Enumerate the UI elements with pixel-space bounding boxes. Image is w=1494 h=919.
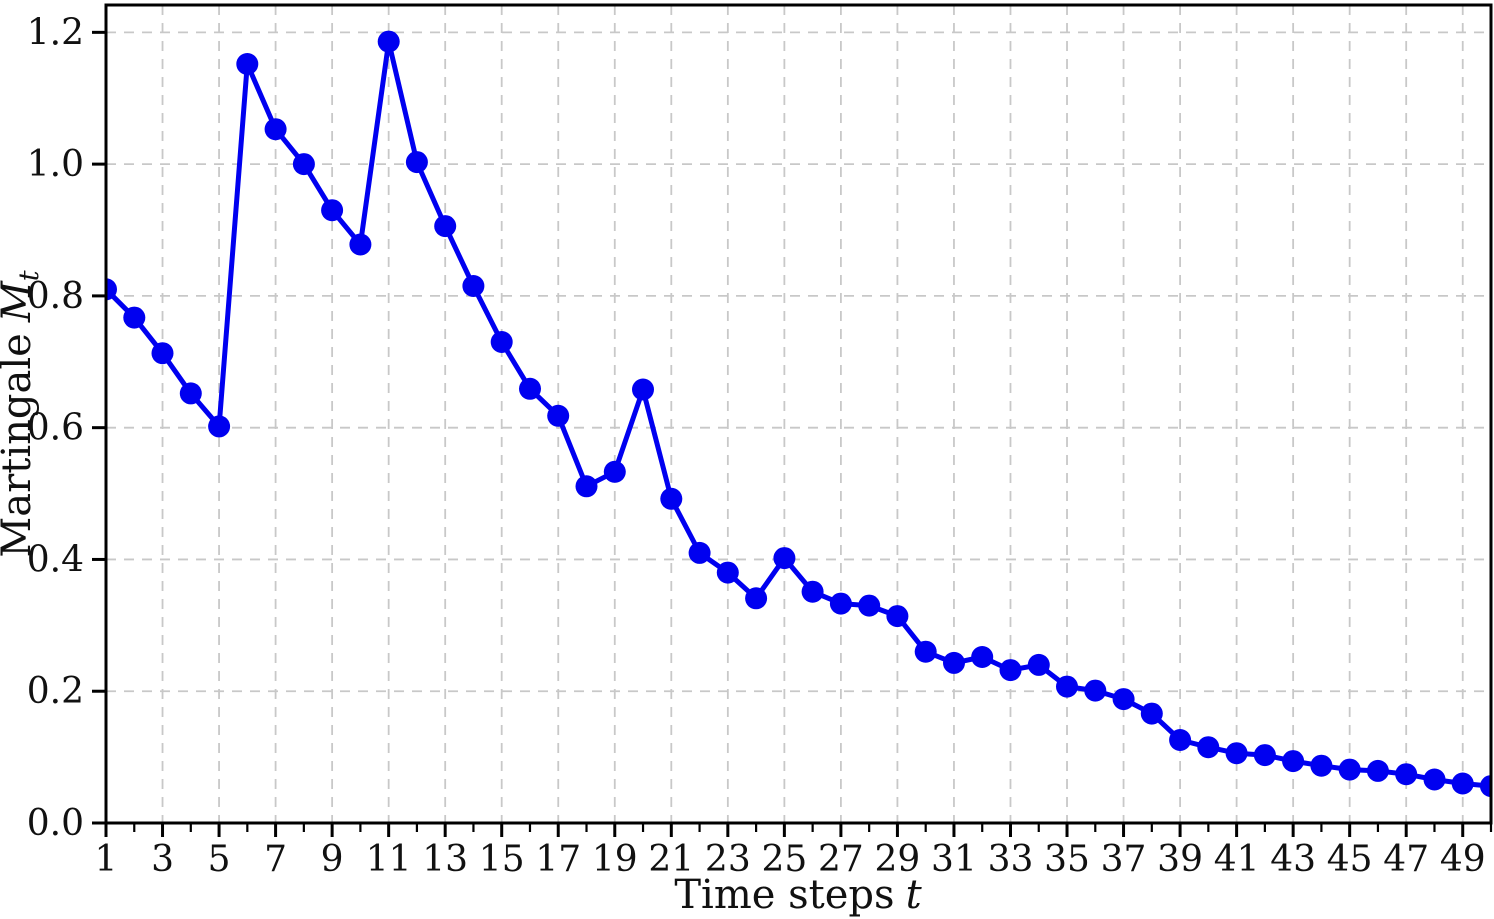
x-tick-label: 1 bbox=[95, 839, 118, 880]
data-point-marker bbox=[405, 151, 428, 174]
x-tick-label: 9 bbox=[321, 839, 344, 880]
x-tick-label: 27 bbox=[818, 839, 864, 880]
y-tick-label: 1.0 bbox=[27, 144, 84, 185]
data-point-marker bbox=[886, 605, 909, 628]
data-point-marker bbox=[236, 53, 259, 75]
x-tick-label: 23 bbox=[705, 839, 751, 880]
x-tick-label: 7 bbox=[264, 839, 287, 880]
data-point-marker bbox=[745, 587, 768, 610]
data-point-marker bbox=[575, 475, 598, 498]
data-point-marker bbox=[1282, 750, 1305, 773]
data-point-marker bbox=[321, 199, 344, 222]
data-point-marker bbox=[1197, 736, 1220, 759]
x-tick-label: 15 bbox=[479, 839, 525, 880]
data-point-marker bbox=[519, 377, 541, 400]
x-tick-label: 29 bbox=[875, 839, 921, 880]
y-tick-label: 0.6 bbox=[27, 408, 84, 449]
data-point-marker bbox=[1395, 763, 1418, 786]
data-point-marker bbox=[264, 118, 287, 141]
y-tick-label: 1.2 bbox=[27, 12, 84, 53]
y-tick-label: 0.0 bbox=[27, 803, 84, 844]
data-point-marker bbox=[1225, 742, 1248, 765]
data-point-marker bbox=[377, 30, 400, 53]
x-tick-label: 31 bbox=[931, 839, 977, 880]
data-point-marker bbox=[490, 331, 513, 353]
x-tick-label: 21 bbox=[648, 839, 694, 880]
data-point-marker bbox=[1366, 759, 1389, 782]
data-point-marker bbox=[1338, 758, 1361, 781]
x-tick-label: 45 bbox=[1327, 839, 1373, 880]
x-tick-label: 35 bbox=[1044, 839, 1090, 880]
data-point-marker bbox=[1169, 729, 1192, 751]
data-point-marker bbox=[1423, 768, 1446, 791]
x-axis-label: Time steps t bbox=[674, 872, 922, 918]
data-point-marker bbox=[971, 646, 994, 668]
data-point-marker bbox=[1112, 688, 1135, 711]
data-point-marker bbox=[1480, 775, 1491, 798]
y-tick-label: 0.8 bbox=[27, 276, 84, 317]
data-point-marker bbox=[858, 594, 881, 617]
y-tick-label: 0.2 bbox=[27, 671, 84, 712]
x-tick-label: 11 bbox=[366, 839, 412, 880]
x-axis-label-variable: t bbox=[906, 872, 923, 918]
data-point-marker bbox=[716, 561, 739, 584]
y-axis-label-text: Martingale bbox=[0, 333, 40, 557]
x-tick-label: 13 bbox=[422, 839, 468, 880]
x-tick-label: 41 bbox=[1214, 839, 1260, 880]
data-point-marker bbox=[349, 233, 372, 256]
data-point-marker bbox=[773, 547, 796, 570]
axes-spines-ticks bbox=[92, 3, 1493, 837]
data-point-marker bbox=[603, 460, 626, 483]
data-point-marker bbox=[1310, 754, 1333, 777]
data-point-marker bbox=[999, 659, 1022, 682]
data-point-marker bbox=[632, 378, 654, 401]
data-point-marker bbox=[1027, 653, 1050, 676]
data-point-marker bbox=[123, 306, 146, 329]
data-point-marker bbox=[943, 651, 965, 674]
x-tick-label: 19 bbox=[592, 839, 638, 880]
data-point-marker bbox=[151, 342, 174, 365]
data-point-marker bbox=[801, 580, 824, 603]
x-tick-label: 37 bbox=[1101, 839, 1147, 880]
x-tick-label: 47 bbox=[1383, 839, 1429, 880]
data-point-marker bbox=[1253, 744, 1276, 767]
x-tick-label: 25 bbox=[761, 839, 807, 880]
data-point-marker bbox=[208, 415, 231, 438]
data-point-marker bbox=[660, 487, 683, 510]
x-tick-label: 3 bbox=[151, 839, 174, 880]
y-axis-label: Martingale Mt bbox=[0, 270, 45, 557]
x-tick-label: 43 bbox=[1270, 839, 1316, 880]
y-tick-label: 0.4 bbox=[27, 539, 84, 580]
y-axis-label-variable: M bbox=[0, 280, 40, 323]
data-point-marker bbox=[292, 153, 315, 176]
plot-border bbox=[104, 3, 1493, 825]
x-tick-label: 49 bbox=[1440, 839, 1486, 880]
y-axis-label-subscript: t bbox=[14, 270, 45, 281]
data-point-marker bbox=[434, 215, 457, 238]
data-point-marker bbox=[547, 404, 570, 427]
x-tick-label: 17 bbox=[535, 839, 581, 880]
data-point-marker bbox=[1056, 675, 1078, 698]
data-point-marker bbox=[914, 640, 937, 663]
data-point-marker bbox=[1140, 702, 1163, 725]
x-tick-label: 5 bbox=[208, 839, 231, 880]
grid-lines bbox=[105, 5, 1491, 824]
data-series-layer bbox=[106, 30, 1491, 798]
data-point-marker bbox=[688, 541, 711, 564]
series-line bbox=[106, 39, 1491, 789]
data-point-marker bbox=[179, 382, 202, 405]
x-tick-label: 39 bbox=[1157, 839, 1203, 880]
data-point-marker bbox=[1084, 679, 1107, 702]
data-point-marker bbox=[106, 278, 117, 301]
data-point-marker bbox=[1451, 772, 1474, 795]
data-point-marker bbox=[829, 592, 852, 615]
x-tick-label: 33 bbox=[988, 839, 1034, 880]
tick-labels: 1 3 5 7 9 11 13 15 17 19 21 23 25 27 29 31 33 35 37 39 41 43 4… bbox=[27, 12, 1486, 880]
data-point-marker bbox=[462, 275, 485, 297]
x-axis-label-text: Time steps bbox=[674, 872, 894, 918]
